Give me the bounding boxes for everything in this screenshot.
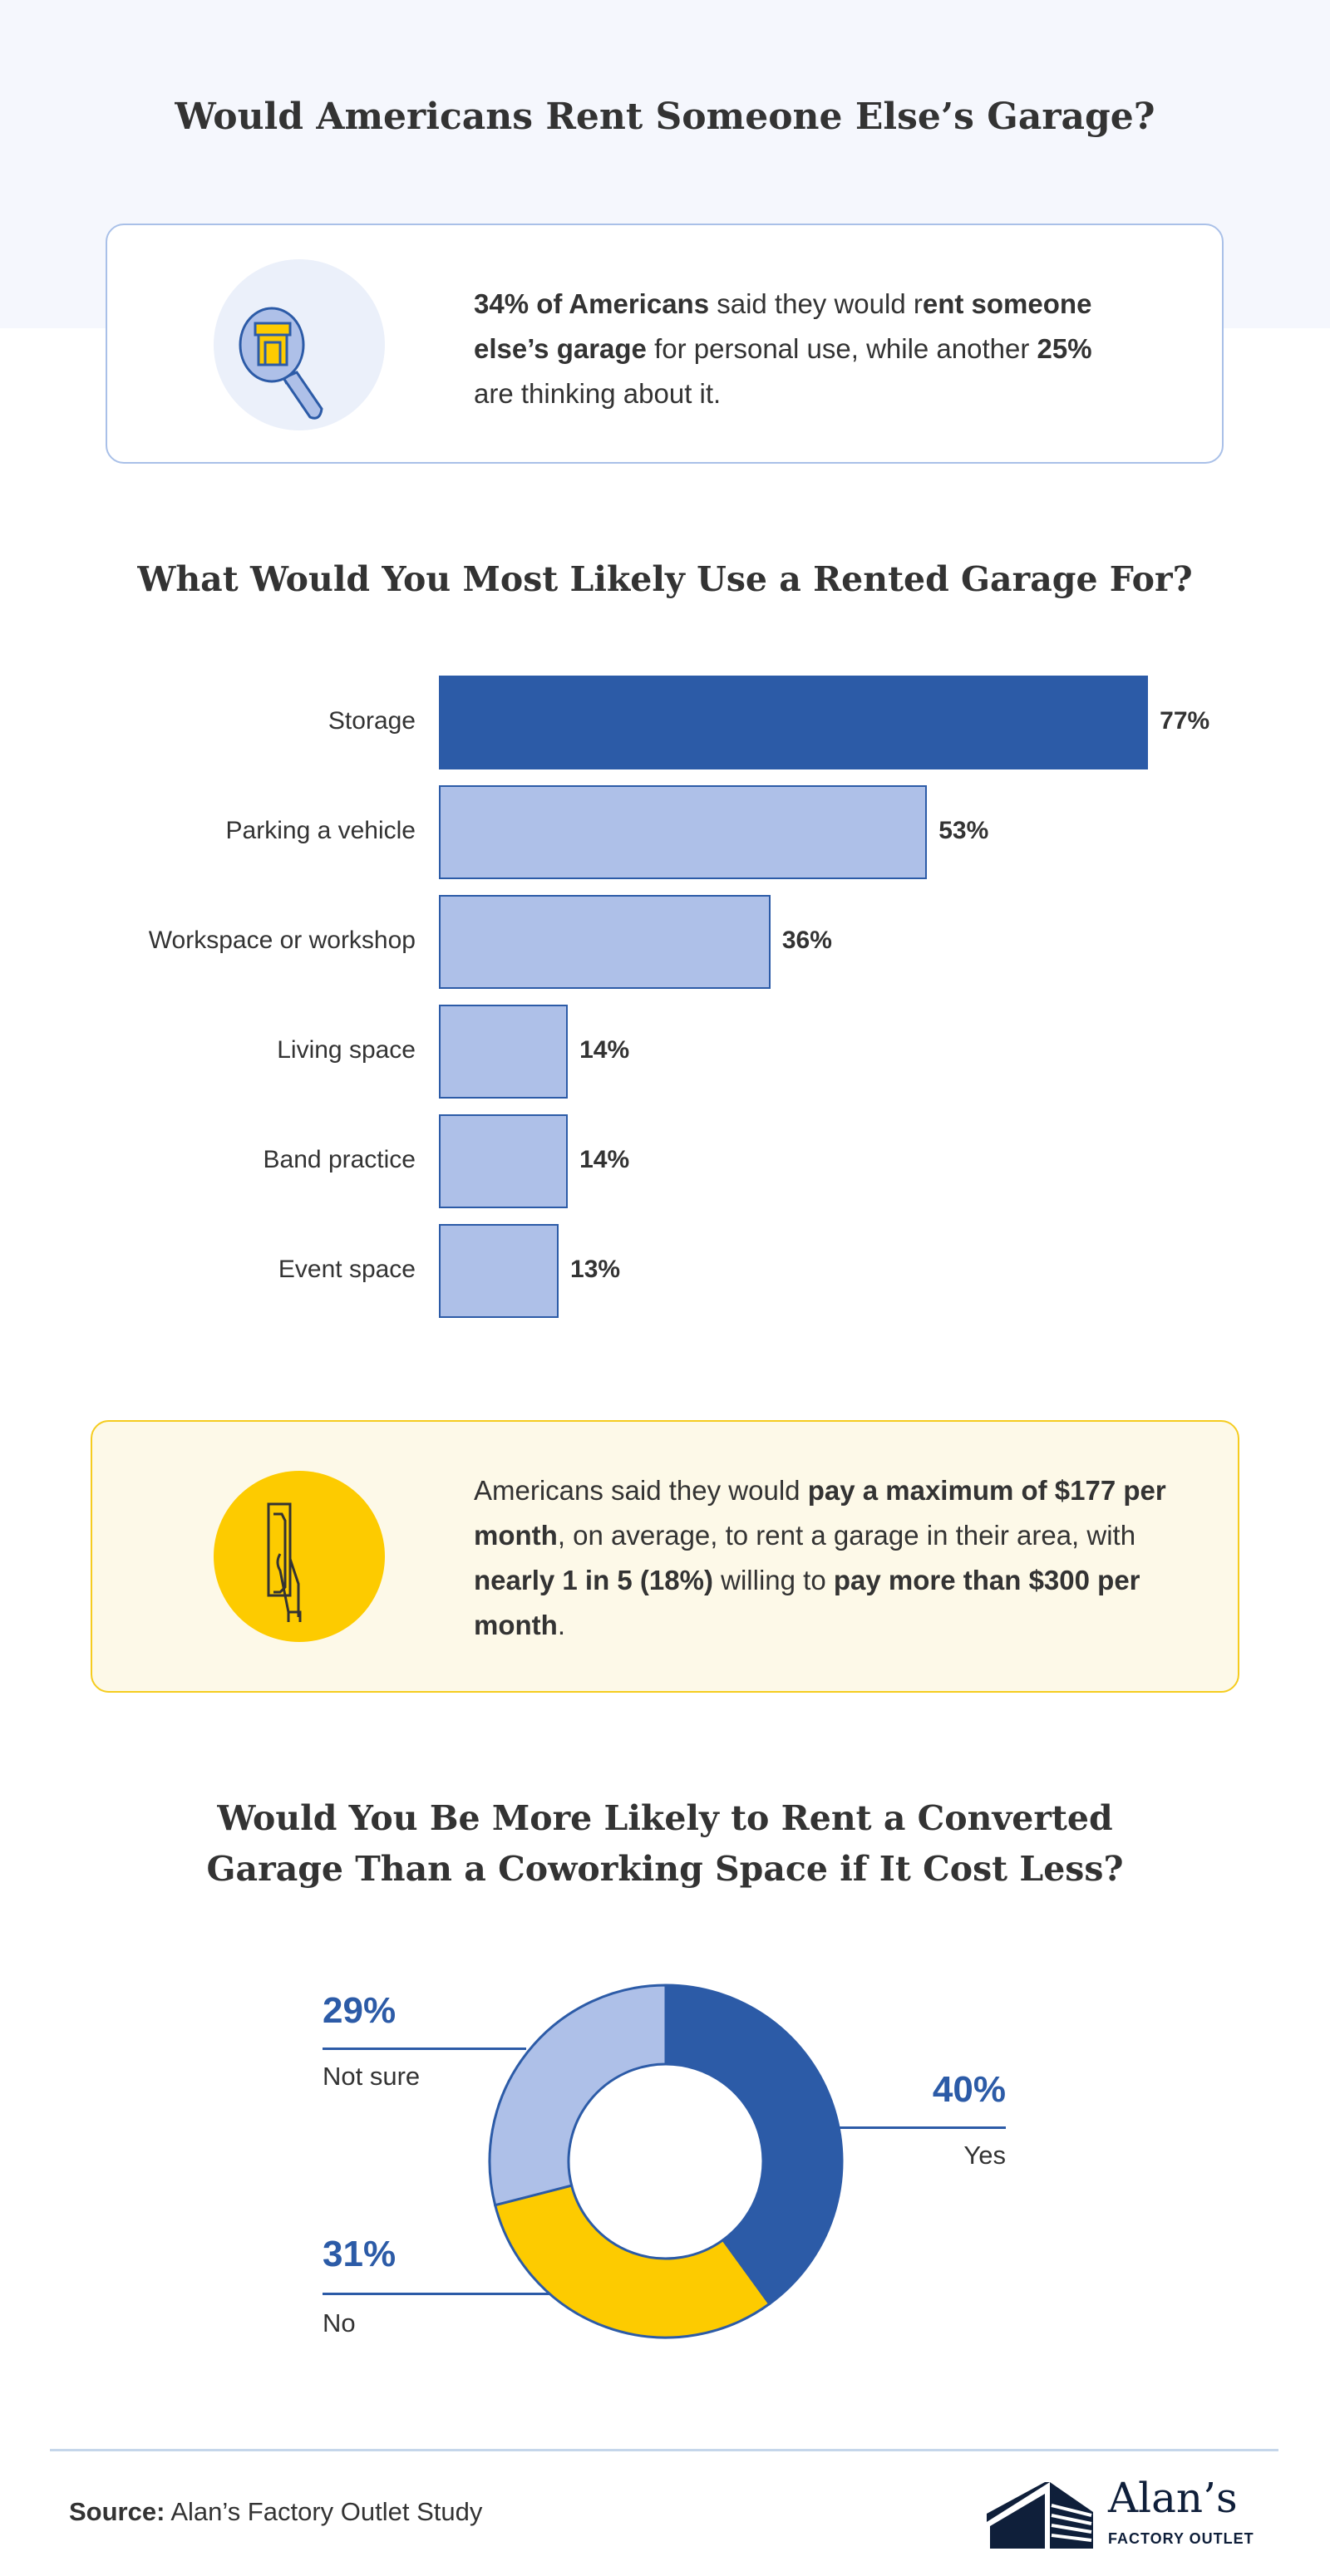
bar (439, 676, 1149, 769)
bar-value: 14% (579, 1036, 630, 1064)
bar-label: Storage (328, 707, 416, 735)
text-run: Americans said they would (474, 1475, 808, 1506)
bar-label: Band practice (263, 1146, 416, 1173)
logo-name: Alan’s (1108, 2474, 1238, 2522)
title-line: Garage Than a Coworking Space if It Cost… (206, 1849, 1124, 1889)
text-run: willing to (712, 1565, 834, 1595)
callout-pay-text: Americans said they would pay a maximum … (474, 1468, 1189, 1648)
hand-holding-cash-icon (214, 1471, 385, 1642)
label-yes: Yes (963, 2141, 1006, 2170)
text-run: said they would r (709, 288, 923, 319)
text-run: . (557, 1610, 565, 1640)
callout-rent-text: 34% of Americans said they would rent so… (474, 282, 1139, 416)
bar (439, 895, 771, 989)
text-run: 25% (1037, 333, 1092, 364)
label-not-sure: Not sure (323, 2062, 421, 2091)
bar (439, 1005, 569, 1099)
leader-line (323, 2048, 526, 2050)
label-no-value: 31% (323, 2234, 397, 2274)
bar-value: 36% (781, 927, 832, 954)
text-run: for personal use, while another (646, 333, 1037, 364)
bar (439, 785, 928, 879)
bar-value: 77% (1160, 707, 1210, 735)
bar-label: Parking a vehicle (225, 817, 416, 844)
text-run: are thinking about it. (474, 378, 722, 409)
donut-slice-yes (664, 1984, 844, 2306)
donut-slice-not-sure (488, 1984, 667, 2207)
donut-chart-title: Would You Be More Likely to Rent a Conve… (0, 1793, 1330, 1895)
donut-slice-no (493, 2184, 771, 2339)
text-run: 34% of Americans (474, 288, 710, 319)
bar-value: 14% (579, 1146, 630, 1173)
source-text: Alan’s Factory Outlet Study (165, 2497, 483, 2526)
bar-label: Event space (278, 1256, 416, 1283)
text-run: , on average, to rent a garage in their … (557, 1520, 1136, 1551)
alans-logo: Alan’s FACTORY OUTLET (987, 2474, 1269, 2551)
bar-value: 53% (938, 817, 989, 844)
source-label: Source: (69, 2497, 165, 2526)
donut-chart (488, 1984, 844, 2339)
bar-chart-title: What Would You Most Likely Use a Rented … (137, 559, 1193, 599)
leader-line (839, 2126, 1006, 2129)
label-yes-value: 40% (932, 2069, 1006, 2110)
label-not-sure-value: 29% (323, 1990, 397, 2031)
bar-label: Living space (277, 1036, 416, 1064)
source-note: Source: Alan’s Factory Outlet Study (69, 2497, 482, 2527)
title-line: Would You Be More Likely to Rent a Conve… (217, 1798, 1113, 1838)
page-title: Would Americans Rent Someone Else’s Gara… (175, 96, 1155, 138)
leader-line (323, 2293, 550, 2295)
footer-divider (50, 2449, 1278, 2451)
text-run: ent someone else’s garage (474, 288, 1092, 364)
text-run: pay a maximum of $177 per month (474, 1475, 1166, 1551)
label-no: No (323, 2308, 356, 2338)
bar-value: 13% (570, 1256, 621, 1283)
bar (439, 1114, 569, 1208)
logo-subtitle: FACTORY OUTLET (1108, 2530, 1254, 2547)
bar (439, 1224, 559, 1318)
magnifier-garage-icon (214, 259, 385, 430)
bar-label: Workspace or workshop (148, 927, 416, 954)
text-run: nearly 1 in 5 (18%) (474, 1565, 713, 1595)
text-run: pay more than $300 per month (474, 1565, 1140, 1640)
